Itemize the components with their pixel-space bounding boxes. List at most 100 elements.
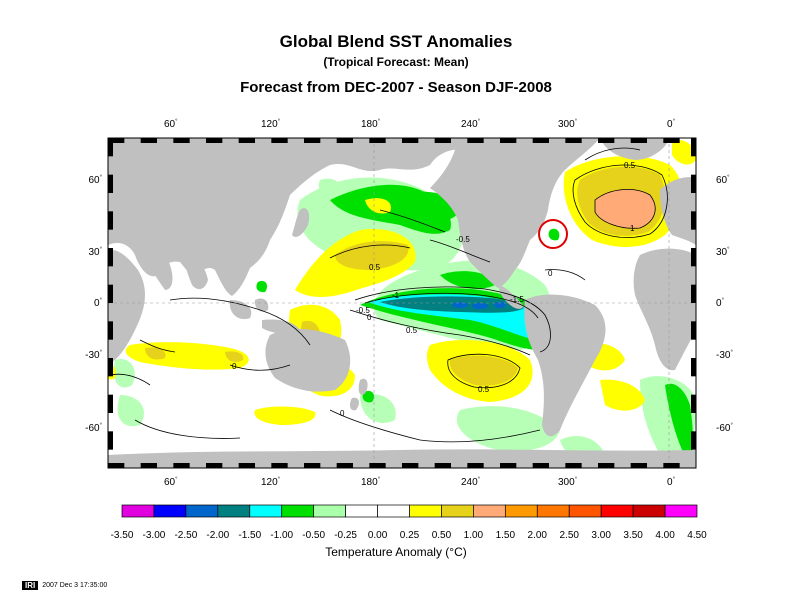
lat-tick-left: 60° bbox=[88, 175, 102, 186]
frame-checker-cell bbox=[206, 463, 223, 468]
colorbar-tick-label: 0.00 bbox=[367, 530, 388, 541]
colorbar-tick-label: -0.25 bbox=[334, 530, 357, 541]
contour-label: 0 bbox=[548, 269, 553, 278]
colorbar-cell bbox=[504, 504, 538, 518]
frame-checker-cell bbox=[691, 358, 696, 377]
frame-checker-cell bbox=[108, 138, 113, 157]
frame-checker-cell bbox=[369, 463, 386, 468]
frame-checker-cell bbox=[238, 463, 255, 468]
frame-checker-cell bbox=[140, 463, 157, 468]
frame-checker-cell bbox=[434, 138, 451, 143]
colorbar-cell bbox=[185, 504, 219, 518]
frame-checker-cell bbox=[691, 284, 696, 303]
frame-checker-cell bbox=[108, 358, 113, 377]
frame-checker-cell bbox=[402, 138, 419, 143]
frame-checker-cell bbox=[271, 138, 288, 143]
colorbar-cell bbox=[377, 504, 410, 518]
lon-tick-top: 300° bbox=[558, 119, 578, 130]
frame-checker-cell bbox=[663, 138, 680, 143]
frame-checker-cell bbox=[598, 138, 615, 143]
colorbar-tick-label: 4.00 bbox=[655, 530, 675, 541]
colorbar-tick-label: -2.00 bbox=[206, 530, 230, 541]
anomaly-teal bbox=[380, 296, 524, 313]
lat-tick-left: -60° bbox=[85, 423, 102, 434]
contour-label: -1.5 bbox=[510, 295, 524, 304]
contour-label: 0.5 bbox=[478, 385, 490, 394]
anomaly-orange bbox=[595, 189, 656, 229]
lat-tick-right: 30° bbox=[716, 247, 730, 258]
frame-checker-cell bbox=[369, 138, 386, 143]
footer-timestamp: 2007 Dec 3 17:35:00 bbox=[42, 582, 108, 589]
colorbar-cell bbox=[345, 504, 378, 518]
grid-lines bbox=[108, 138, 696, 468]
colorbar-cell bbox=[281, 504, 315, 518]
frame-checker-cell bbox=[108, 394, 113, 413]
frame-checker-cell bbox=[271, 463, 288, 468]
frame-checker-cell bbox=[434, 463, 451, 468]
colorbar-tick-label: 4.50 bbox=[687, 530, 707, 541]
colorbar-cell bbox=[536, 504, 570, 518]
frame-checker-cell bbox=[402, 463, 419, 468]
frame-checker-cell bbox=[173, 138, 190, 143]
colorbar-tick-label: 2.50 bbox=[559, 530, 579, 541]
frame-checker-cell bbox=[467, 138, 484, 143]
colorbar-cell bbox=[600, 504, 634, 518]
lon-tick-bottom: 120° bbox=[261, 477, 281, 488]
lon-tick-bottom: 300° bbox=[558, 477, 578, 488]
colorbar-cell bbox=[632, 504, 666, 518]
colorbar-cell bbox=[249, 504, 283, 518]
contour-label: 0 bbox=[367, 313, 372, 322]
colorbar-cell bbox=[409, 504, 442, 518]
frame-checker-cell bbox=[500, 138, 517, 143]
contour-label: 0.5 bbox=[406, 326, 418, 335]
colorbar-tick-label: 0.50 bbox=[431, 530, 452, 541]
map-subtitle: (Tropical Forecast: Mean) bbox=[323, 55, 469, 69]
frame-checker-cell bbox=[140, 138, 157, 143]
frame-checker-cell bbox=[565, 463, 582, 468]
colorbar-cell bbox=[121, 504, 155, 518]
iri-logo: IRI bbox=[22, 581, 39, 590]
frame-checker-cell bbox=[630, 463, 647, 468]
frame-checker-cell bbox=[108, 174, 113, 193]
contour-label: 0 bbox=[232, 362, 237, 371]
frame-checker-cell bbox=[500, 463, 517, 468]
footer: IRI 2007 Dec 3 17:35:00 bbox=[22, 581, 107, 590]
lon-tick-top: 240° bbox=[461, 119, 481, 130]
frame-checker-cell bbox=[206, 138, 223, 143]
frame-checker-cell bbox=[663, 463, 680, 468]
frame-checker-cell bbox=[691, 321, 696, 340]
contour-label: -1 bbox=[392, 291, 400, 300]
frame-checker-cell bbox=[691, 248, 696, 267]
forecast-line: Forecast from DEC-2007 - Season DJF-2008 bbox=[240, 79, 552, 96]
colorbar-tick-label: -1.50 bbox=[238, 530, 262, 541]
contour-label: -0.5 bbox=[456, 235, 470, 244]
frame-checker-cell bbox=[336, 138, 353, 143]
frame-checker-cell bbox=[108, 248, 113, 267]
frame-checker-cell bbox=[304, 138, 321, 143]
frame-checker-cell bbox=[108, 211, 113, 230]
frame-checker-cell bbox=[532, 463, 549, 468]
colorbar-cell bbox=[313, 504, 346, 518]
frame-checker-cell bbox=[691, 211, 696, 230]
contour-label: 0.5 bbox=[624, 161, 636, 170]
contour-label: 0 bbox=[340, 409, 345, 418]
contour-label: 1 bbox=[630, 224, 635, 233]
frame-checker-cell bbox=[691, 394, 696, 413]
colorbar-cell bbox=[153, 504, 187, 518]
frame-checker-cell bbox=[336, 463, 353, 468]
colorbar-cell bbox=[441, 504, 474, 518]
lon-tick-bottom: 60° bbox=[164, 477, 178, 488]
colorbar-tick-label: -1.00 bbox=[270, 530, 294, 541]
frame-checker-cell bbox=[108, 463, 125, 468]
lat-tick-right: 0° bbox=[716, 298, 724, 309]
lon-tick-top: 0° bbox=[667, 119, 675, 130]
frame-checker-cell bbox=[108, 138, 125, 143]
frame-checker-cell bbox=[304, 463, 321, 468]
contour-label: -0.5 bbox=[356, 306, 370, 315]
colorbar-tick-label: 0.25 bbox=[399, 530, 420, 541]
colorbar-tick-label: -2.50 bbox=[174, 530, 198, 541]
frame-checker-cell bbox=[108, 321, 113, 340]
lat-tick-right: 60° bbox=[716, 175, 730, 186]
